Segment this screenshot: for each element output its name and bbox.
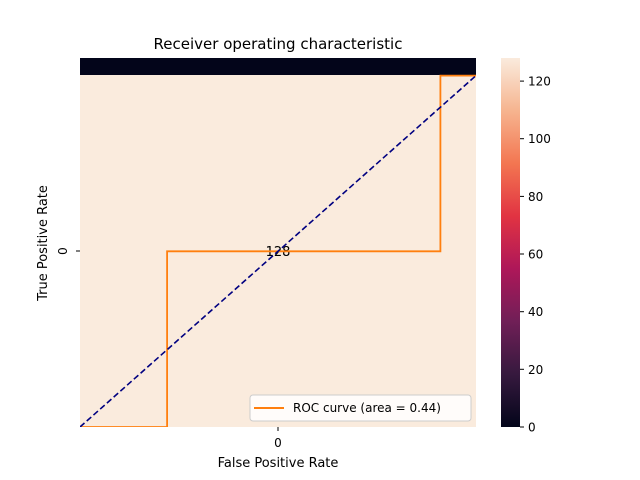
x-axis-label: False Positive Rate <box>218 456 339 471</box>
colorbar-tick-label: 40 <box>528 305 543 319</box>
colorbar-tick-label: 60 <box>528 248 543 262</box>
x-tick-label: 0 <box>274 436 282 450</box>
roc-curve-line <box>80 74 476 427</box>
y-tick-label: 0 <box>56 247 70 255</box>
colorbar-tick-label: 0 <box>528 421 536 435</box>
y-axis: 0 True Positive Rate <box>36 185 80 302</box>
cell-value-label: 128 <box>266 245 291 260</box>
plot-area: 128 <box>80 58 476 427</box>
colorbar-ticks: 0 20 40 60 80 100 120 <box>520 75 551 435</box>
colorbar-gradient <box>501 58 520 427</box>
heatmap-top-band <box>80 58 476 75</box>
colorbar-tick-label: 20 <box>528 363 543 377</box>
legend: ROC curve (area = 0.44) <box>249 394 472 422</box>
colorbar-tick-label: 80 <box>528 190 543 204</box>
legend-box <box>249 394 472 422</box>
x-axis: 0 False Positive Rate <box>218 427 339 471</box>
chart-title: Receiver operating characteristic <box>154 35 403 53</box>
colorbar-tick-label: 120 <box>528 75 551 89</box>
colorbar-tick-label: 100 <box>528 132 551 146</box>
y-axis-label: True Positive Rate <box>36 185 51 302</box>
series-layer <box>80 74 476 427</box>
heatmap-cell <box>80 58 476 427</box>
chance-diagonal-line <box>80 75 476 427</box>
legend-label: ROC curve (area = 0.44) <box>293 401 441 415</box>
colorbar: 0 20 40 60 80 100 120 <box>501 58 551 435</box>
